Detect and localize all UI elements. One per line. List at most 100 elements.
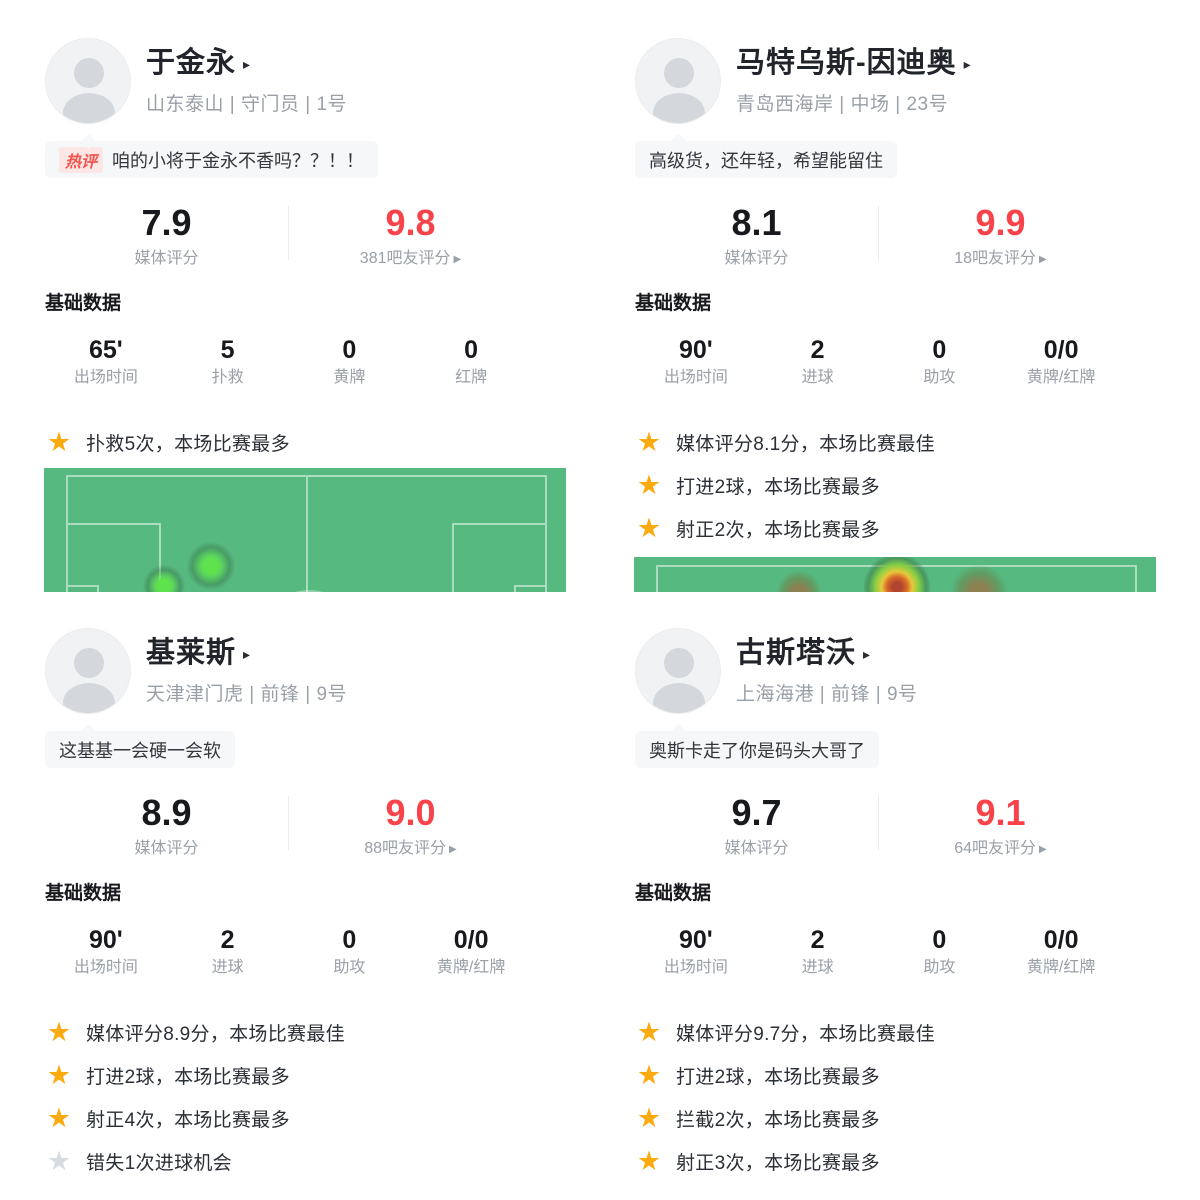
ratings-divider [878,796,879,850]
basic-data-title: 基础数据 [45,883,122,904]
stat-assists: 0 助攻 [879,927,1001,977]
pitch-penalty-box-left [68,523,161,592]
media-rating-label: 媒体评分 [724,840,789,857]
fan-rating[interactable]: 9.9 18吧友评分 ▶ [879,204,1122,269]
highlight-item: ★ 扑救5次，本场比赛最多 [45,427,570,457]
player-team-position: 天津津门虎 | 前锋 | 9号 [146,684,348,705]
fan-rating[interactable]: 9.1 64吧友评分 ▶ [879,794,1122,859]
fan-rating-label[interactable]: 88吧友评分 ▶ [289,839,532,859]
highlight-text: 射正3次，本场比赛最多 [676,1152,880,1174]
stat-label: 黄牌/红牌 [1026,369,1096,386]
highlight-text: 打进2球，本场比赛最多 [676,1066,880,1088]
highlight-text: 错失1次进球机会 [86,1152,232,1174]
pitch-penalty-box-right [452,523,545,592]
player-name[interactable]: 古斯塔沃 [736,637,857,669]
fan-rating[interactable]: 9.8 381吧友评分 ▶ [289,204,532,269]
player-header[interactable]: 马特乌斯-因迪奥 ▸ 青岛西海岸 | 中场 | 23号 [635,38,1170,124]
gold-star-icon: ★ [636,427,662,457]
ratings-row: 9.7 媒体评分 9.1 64吧友评分 ▶ [635,794,1122,859]
stat-minutes: 65' 出场时间 [45,337,167,387]
avatar-placeholder-icon [63,58,115,123]
fan-rating[interactable]: 9.0 88吧友评分 ▶ [289,794,532,859]
highlight-item: ★ 媒体评分8.9分，本场比赛最佳 [45,1017,570,1047]
stats-row: 90' 出场时间 2 进球 0 助攻 0/0 黄牌/红牌 [635,337,1122,387]
stat-label: 助攻 [923,959,956,976]
gold-star-icon: ★ [46,1017,72,1047]
stat-label: 进球 [801,959,834,976]
player-card: 马特乌斯-因迪奥 ▸ 青岛西海岸 | 中场 | 23号 高级货，还年轻，希望能留… [600,0,1200,600]
stat-label: 助攻 [923,369,956,386]
player-team-position: 青岛西海岸 | 中场 | 23号 [736,94,949,115]
fan-rating-label[interactable]: 18吧友评分 ▶ [879,249,1122,269]
fan-rating-label-text: 18吧友评分 [954,250,1037,267]
stat-goals: 2 进球 [167,927,289,977]
fan-rating-label-text: 88吧友评分 [364,840,447,857]
stat-label: 黄牌 [333,369,366,386]
stat-label: 出场时间 [73,959,138,976]
stat-assists: 0 助攻 [879,337,1001,387]
player-avatar[interactable] [635,628,721,714]
fan-comment-bubble: 热评 咱的小将于金永不香吗？？！！ [45,141,379,178]
heatmap-spot [776,570,822,592]
player-detail-caret-icon[interactable]: ▸ [243,56,251,72]
highlight-item: ★ 射正2次，本场比赛最多 [635,513,1170,543]
stat-value: 65' [88,336,123,364]
player-header[interactable]: 古斯塔沃 ▸ 上海海港 | 前锋 | 9号 [635,628,1170,714]
heatmap-spot [143,565,185,592]
avatar-placeholder-icon [63,648,115,713]
fan-rating-arrow-icon: ▶ [449,844,457,855]
highlight-list: ★ 媒体评分9.7分，本场比赛最佳 ★ 打进2球，本场比赛最多 ★ 拦截2次，本… [635,1017,1170,1175]
player-avatar[interactable] [45,628,131,714]
player-avatar[interactable] [45,38,131,124]
stat-value: 2 [810,336,825,364]
player-header[interactable]: 于金永 ▸ 山东泰山 | 守门员 | 1号 [45,38,570,124]
stat-label: 红牌 [455,369,488,386]
player-detail-caret-icon[interactable]: ▸ [243,646,251,662]
highlight-item: ★ 打进2球，本场比赛最多 [45,1060,570,1090]
stat-value: 0/0 [453,926,489,954]
fan-rating-label[interactable]: 381吧友评分 ▶ [289,249,532,269]
player-detail-caret-icon[interactable]: ▸ [863,646,871,662]
highlight-item: ★ 打进2球，本场比赛最多 [635,472,1170,499]
fan-rating-arrow-icon: ▶ [453,254,462,265]
highlight-text: 打进2球，本场比赛最多 [676,476,880,498]
heatmap-spot [187,542,235,590]
highlight-text: 射正4次，本场比赛最多 [86,1109,290,1131]
pitch-boundary [66,475,547,592]
player-card: 古斯塔沃 ▸ 上海海港 | 前锋 | 9号 奥斯卡走了你是码头大哥了 9.7 媒… [600,600,1200,1200]
stat-value: 0 [342,926,357,954]
player-name[interactable]: 基莱斯 [146,637,237,669]
stat-yellow-cards: 0 黄牌 [289,337,411,387]
player-name[interactable]: 于金永 [146,47,237,79]
fan-rating-label-text: 64吧友评分 [954,840,1037,857]
stat-label: 出场时间 [663,369,728,386]
highlight-item: ★ 媒体评分9.7分，本场比赛最佳 [635,1017,1170,1047]
stat-goals: 2 进球 [757,927,879,977]
highlight-text: 媒体评分8.1分，本场比赛最佳 [676,433,935,455]
player-team-position: 山东泰山 | 守门员 | 1号 [146,94,348,115]
highlight-item: ★ 拦截2次，本场比赛最多 [635,1105,1170,1132]
player-avatar[interactable] [635,38,721,124]
ratings-divider [288,206,289,260]
stat-cards: 0/0 黄牌/红牌 [1000,337,1122,387]
gold-star-icon: ★ [636,513,662,543]
gold-star-icon: ★ [46,1060,72,1090]
fan-rating-value: 9.0 [385,792,436,833]
highlight-text: 打进2球，本场比赛最多 [86,1066,290,1088]
media-rating-label: 媒体评分 [724,250,789,267]
gold-star-icon: ★ [46,427,72,457]
fan-rating-arrow-icon: ▶ [1039,844,1047,855]
player-header[interactable]: 基莱斯 ▸ 天津津门虎 | 前锋 | 9号 [45,628,570,714]
player-detail-caret-icon[interactable]: ▸ [963,56,971,72]
stat-value: 0 [932,926,947,954]
fan-rating-label[interactable]: 64吧友评分 ▶ [879,839,1122,859]
stat-value: 0 [342,336,357,364]
highlight-list: ★ 媒体评分8.9分，本场比赛最佳 ★ 打进2球，本场比赛最多 ★ 射正4次，本… [45,1017,570,1175]
gold-star-icon: ★ [636,1017,662,1047]
stat-value: 0/0 [1043,926,1079,954]
highlight-item: ★ 打进2球，本场比赛最多 [635,1062,1170,1089]
highlight-text: 扑救5次，本场比赛最多 [86,433,290,455]
player-name[interactable]: 马特乌斯-因迪奥 [736,47,957,79]
basic-data-title: 基础数据 [635,293,712,314]
